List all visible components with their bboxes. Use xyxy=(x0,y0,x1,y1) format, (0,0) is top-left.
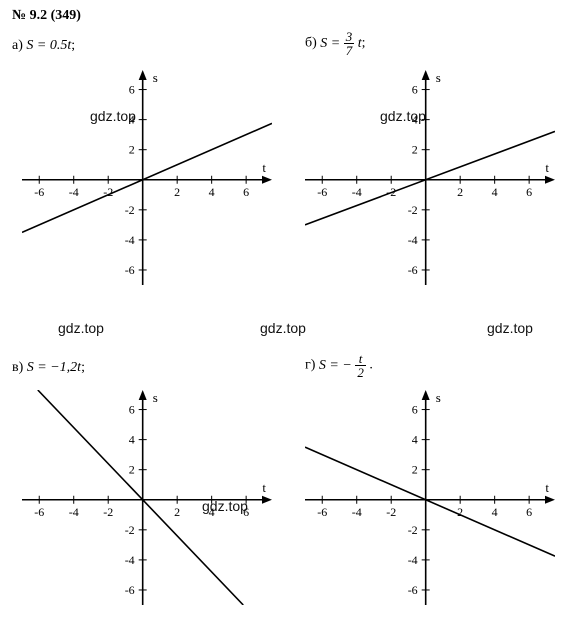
svg-text:4: 4 xyxy=(412,433,418,447)
eq-body: S = 0.5t xyxy=(26,38,71,53)
svg-text:-2: -2 xyxy=(386,505,396,519)
eq-body: S = −1,2t xyxy=(27,360,81,375)
svg-text:-4: -4 xyxy=(69,185,79,199)
eq-suffix: ; xyxy=(81,360,85,375)
svg-text:-4: -4 xyxy=(408,553,418,567)
svg-text:-2: -2 xyxy=(408,523,418,537)
svg-text:-6: -6 xyxy=(317,505,327,519)
svg-text:-4: -4 xyxy=(352,505,362,519)
svg-text:-6: -6 xyxy=(408,263,418,277)
svg-text:-6: -6 xyxy=(34,505,44,519)
svg-text:4: 4 xyxy=(492,185,498,199)
svg-text:6: 6 xyxy=(412,83,418,97)
graph-d: -6-6-4-4-2-2224466ts xyxy=(305,390,555,610)
graph-b: -6-6-4-4-2-2224466ts xyxy=(305,70,555,290)
svg-text:6: 6 xyxy=(129,83,135,97)
eq-suffix: ; xyxy=(71,38,75,53)
eq-prefix: б) xyxy=(305,36,320,51)
graph-c: -6-6-4-4-2-2224466ts xyxy=(22,390,272,610)
svg-text:2: 2 xyxy=(174,505,180,519)
svg-text:4: 4 xyxy=(129,113,135,127)
equation-label-c: в) S = −1,2t; xyxy=(12,360,85,376)
svg-text:6: 6 xyxy=(129,403,135,417)
svg-text:4: 4 xyxy=(209,185,215,199)
svg-text:4: 4 xyxy=(492,505,498,519)
graph-a: -6-6-4-4-2-2224466ts xyxy=(22,70,272,290)
svg-text:t: t xyxy=(545,160,549,175)
eq-prefix: г) xyxy=(305,358,319,373)
watermark: gdz.top xyxy=(487,320,533,336)
svg-text:-2: -2 xyxy=(125,203,135,217)
eq-prefix: а) xyxy=(12,38,26,53)
svg-text:-6: -6 xyxy=(317,185,327,199)
eq-prefix: в) xyxy=(12,360,27,375)
equation-label-a: а) S = 0.5t; xyxy=(12,38,75,54)
svg-text:6: 6 xyxy=(526,185,532,199)
watermark: gdz.top xyxy=(58,320,104,336)
svg-text:2: 2 xyxy=(129,143,135,157)
svg-text:2: 2 xyxy=(457,505,463,519)
svg-text:-4: -4 xyxy=(408,233,418,247)
svg-text:-4: -4 xyxy=(69,505,79,519)
svg-text:4: 4 xyxy=(412,113,418,127)
equation-label-b: б) S = 37 t; xyxy=(305,30,366,57)
svg-text:-2: -2 xyxy=(408,203,418,217)
svg-text:2: 2 xyxy=(457,185,463,199)
eq-body: S = 37 t xyxy=(320,36,361,51)
svg-text:-6: -6 xyxy=(34,185,44,199)
svg-text:-4: -4 xyxy=(352,185,362,199)
eq-suffix: ; xyxy=(362,36,366,51)
svg-text:-2: -2 xyxy=(103,505,113,519)
svg-text:-4: -4 xyxy=(125,233,135,247)
svg-text:-2: -2 xyxy=(125,523,135,537)
svg-text:2: 2 xyxy=(129,463,135,477)
svg-text:6: 6 xyxy=(243,505,249,519)
svg-text:2: 2 xyxy=(412,143,418,157)
svg-text:-6: -6 xyxy=(408,583,418,597)
svg-text:6: 6 xyxy=(243,185,249,199)
svg-text:6: 6 xyxy=(412,403,418,417)
svg-text:s: s xyxy=(436,70,441,85)
svg-text:t: t xyxy=(545,480,549,495)
svg-text:t: t xyxy=(262,160,266,175)
svg-text:s: s xyxy=(436,390,441,405)
svg-text:-6: -6 xyxy=(125,583,135,597)
eq-body: S = − t2 xyxy=(319,358,366,373)
svg-text:4: 4 xyxy=(129,433,135,447)
svg-text:6: 6 xyxy=(526,505,532,519)
svg-text:t: t xyxy=(262,480,266,495)
watermark: gdz.top xyxy=(260,320,306,336)
svg-text:-6: -6 xyxy=(125,263,135,277)
svg-text:2: 2 xyxy=(174,185,180,199)
svg-text:s: s xyxy=(153,70,158,85)
svg-text:2: 2 xyxy=(412,463,418,477)
equation-label-d: г) S = − t2 . xyxy=(305,352,373,379)
svg-text:s: s xyxy=(153,390,158,405)
eq-suffix: . xyxy=(366,358,373,373)
exercise-title: № 9.2 (349) xyxy=(0,0,579,32)
svg-text:4: 4 xyxy=(209,505,215,519)
svg-text:-4: -4 xyxy=(125,553,135,567)
